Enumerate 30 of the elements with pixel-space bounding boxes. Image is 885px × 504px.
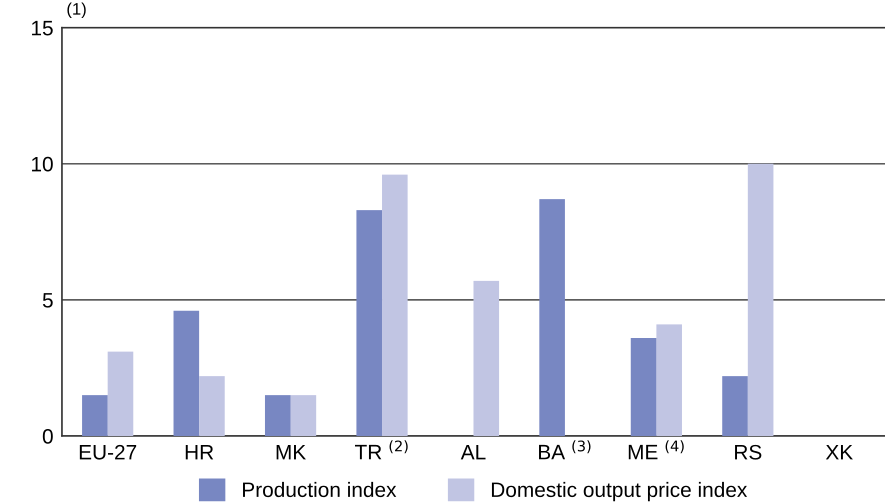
x-tick-label: HR <box>186 445 214 460</box>
x-tick-label: AL <box>460 445 486 460</box>
y-tick-label: 0 <box>42 428 53 444</box>
x-tick-label: TR $^{(2)}$ <box>354 440 408 460</box>
x-tick-label: ME $^{(4)}$ <box>628 440 684 460</box>
bar <box>382 174 408 436</box>
y-tick-label: 5 <box>42 293 53 308</box>
x-tick-label: BA $^{(3)}$ <box>539 440 591 460</box>
x-tick-label: XK <box>826 445 853 460</box>
bar <box>356 210 382 436</box>
x-tick-label: MK <box>276 445 306 460</box>
bar <box>82 395 108 436</box>
bar <box>630 338 656 436</box>
bar <box>748 164 774 436</box>
x-tick-label: EU-27 <box>80 444 136 460</box>
y-tick-label: 10 <box>32 156 53 172</box>
bar <box>199 376 225 436</box>
bar <box>656 324 682 436</box>
bar <box>264 395 291 436</box>
y-axis-title: (1) <box>67 2 86 18</box>
bar <box>108 352 134 436</box>
bar <box>473 280 500 436</box>
x-tick-label: RS <box>735 444 762 460</box>
legend-label: Production index <box>243 482 396 498</box>
y-tick-label: 15 <box>32 20 53 36</box>
bar <box>174 310 200 436</box>
bar <box>722 376 748 436</box>
legend-label: Domestic output price index <box>492 482 748 502</box>
bar <box>290 395 316 436</box>
bar <box>539 199 565 436</box>
